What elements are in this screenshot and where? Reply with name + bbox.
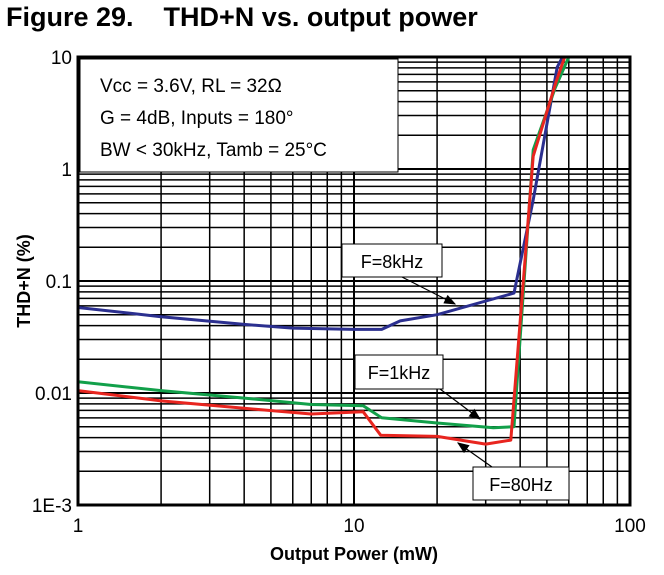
annotation-arrow (439, 388, 481, 420)
y-tick-label: 1E-3 (32, 496, 72, 517)
annotation-box (354, 354, 444, 390)
y-tick-label: 0.01 (35, 384, 72, 405)
figure-title: Figure 29. THD+N vs. output power (6, 2, 478, 32)
annotation-80hz: F=80Hz (489, 475, 553, 495)
x-tick-label: 10 (343, 516, 364, 537)
x-axis-label: Output Power (mW) (270, 544, 438, 564)
annotation-1khz: F=1kHz (368, 363, 431, 383)
annotation-8khz: F=8kHz (361, 252, 424, 272)
annotation-arrow (457, 442, 493, 468)
condition-line: Vcc = 3.6V, RL = 32Ω (100, 76, 282, 97)
annotation-box (472, 466, 570, 501)
series-line-f8khz (77, 56, 564, 331)
annotations: F=8kHz F=1kHz F=80Hz (341, 243, 570, 501)
condition-line: BW < 30kHz, Tamb = 25°C (100, 140, 327, 161)
series-line-f80hz (77, 56, 567, 446)
condition-line: G = 4dB, Inputs = 180° (100, 108, 294, 129)
y-tick-label: 0.1 (46, 272, 72, 293)
series-group (77, 56, 571, 446)
x-tick-label: 1 (73, 516, 84, 537)
y-axis-label: THD+N (%) (14, 234, 34, 328)
annotation-box (341, 243, 443, 278)
y-tick-label: 10 (51, 48, 72, 69)
annotation-arrow (399, 275, 457, 305)
conditions-box: Vcc = 3.6V, RL = 32Ω G = 4dB, Inputs = 1… (79, 58, 399, 173)
tick-labels: 1 10 100 1E-3 0.01 0.1 1 10 (32, 48, 646, 537)
x-tick-label: 100 (614, 516, 646, 537)
y-tick-label: 1 (61, 160, 72, 181)
plot-frame (76, 55, 632, 507)
conditions-box-bg (79, 58, 399, 173)
